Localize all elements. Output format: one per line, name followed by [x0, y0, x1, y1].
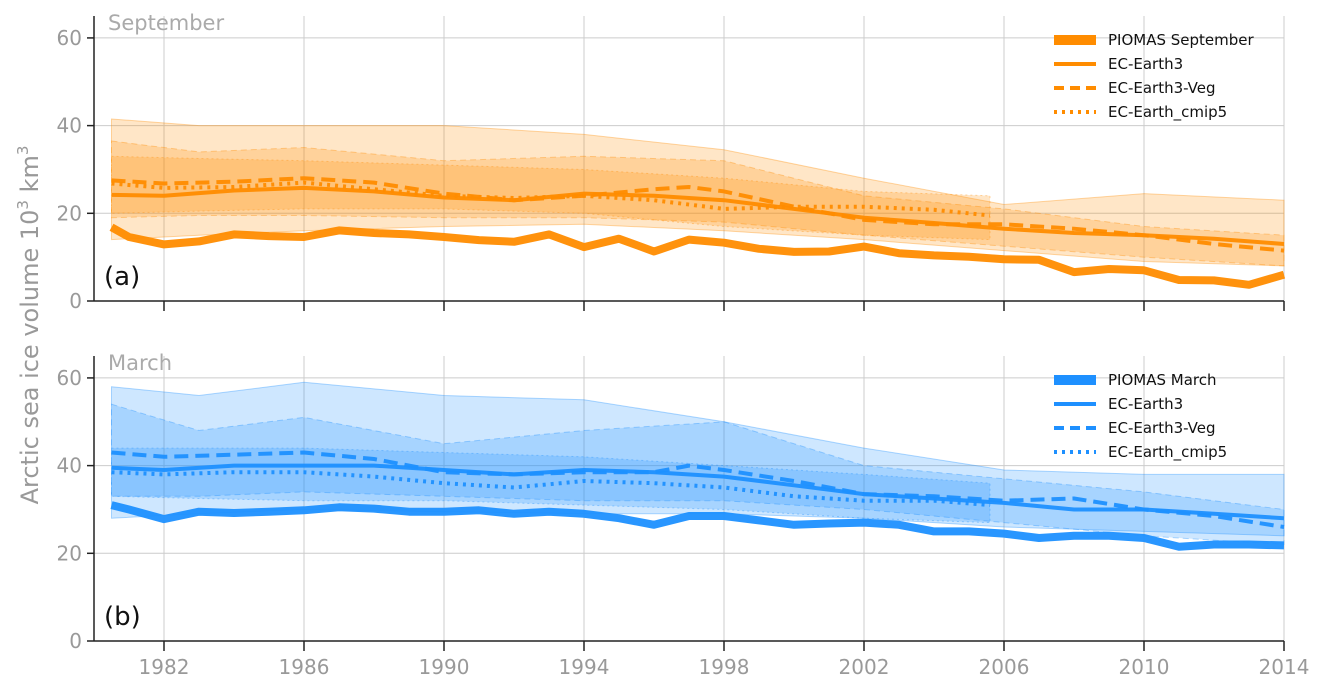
x-tick-label: 1986 [279, 655, 330, 679]
y-tick-label: 0 [69, 289, 82, 313]
series-line-piomas-september [109, 223, 1286, 289]
series-line-ec-earth3-veg [111, 176, 1285, 253]
y-axis-label-text: Arctic sea ice volume 10 [16, 210, 44, 505]
legend-label: EC-Earth3 [1108, 395, 1183, 413]
y-tick-label: 60 [57, 366, 82, 390]
panel-march: 0 20 40 60 1982 1986 1990 1994 1998 2002 2006 2010 2… [57, 351, 1310, 679]
x-tick-label: 2006 [979, 655, 1030, 679]
legend-label: PIOMAS September [1108, 31, 1255, 49]
x-tick-label: 2014 [1259, 655, 1310, 679]
y-tick-label: 0 [69, 629, 82, 653]
panel-letter: (a) [104, 262, 140, 292]
x-tick-label: 1990 [419, 655, 470, 679]
legend-label: EC-Earth_cmip5 [1108, 443, 1227, 462]
y-tick-label: 40 [57, 454, 82, 478]
legend-label: EC-Earth_cmip5 [1108, 103, 1227, 122]
y-axis-label-unit-exponent: 3 [14, 146, 32, 156]
legend-label: EC-Earth3 [1108, 55, 1183, 73]
y-axis-label-exponent: 3 [14, 200, 32, 210]
y-tick-label: 20 [57, 201, 82, 225]
y-axis-label: Arctic sea ice volume 103 km3 [14, 146, 44, 505]
series-line-ec-earth3 [111, 185, 1285, 246]
x-tick-label: 1998 [699, 655, 750, 679]
panel-title: September [108, 11, 224, 35]
legend: PIOMAS March EC-Earth3 EC-Earth3-Veg EC-Ear… [1054, 371, 1227, 462]
series-line-ec-earth3 [111, 463, 1285, 521]
legend: PIOMAS September EC-Earth3 EC-Earth3-Veg EC… [1054, 31, 1255, 122]
panel-september: 0 20 40 60 September (a) PIOMAS September EC-Ea… [57, 11, 1286, 313]
legend-label: PIOMAS March [1108, 371, 1217, 389]
y-tick-label: 60 [57, 26, 82, 50]
legend-label: EC-Earth3-Veg [1108, 419, 1216, 437]
x-tick-label: 1982 [139, 655, 190, 679]
y-tick-label: 40 [57, 114, 82, 138]
x-tick-label: 1994 [559, 655, 610, 679]
panel-title: March [108, 351, 172, 375]
legend-label: EC-Earth3-Veg [1108, 79, 1216, 97]
band-ec-earth3-veg [111, 140, 1285, 267]
y-tick-label: 20 [57, 541, 82, 565]
series-line-piomas-march [110, 501, 1285, 551]
panel-letter: (b) [104, 602, 141, 632]
x-tick-label: 2010 [1119, 655, 1170, 679]
x-tick-label: 2002 [839, 655, 890, 679]
y-axis-label-unit: km [16, 155, 44, 200]
series-line-ec-earth3-veg [111, 450, 1285, 529]
